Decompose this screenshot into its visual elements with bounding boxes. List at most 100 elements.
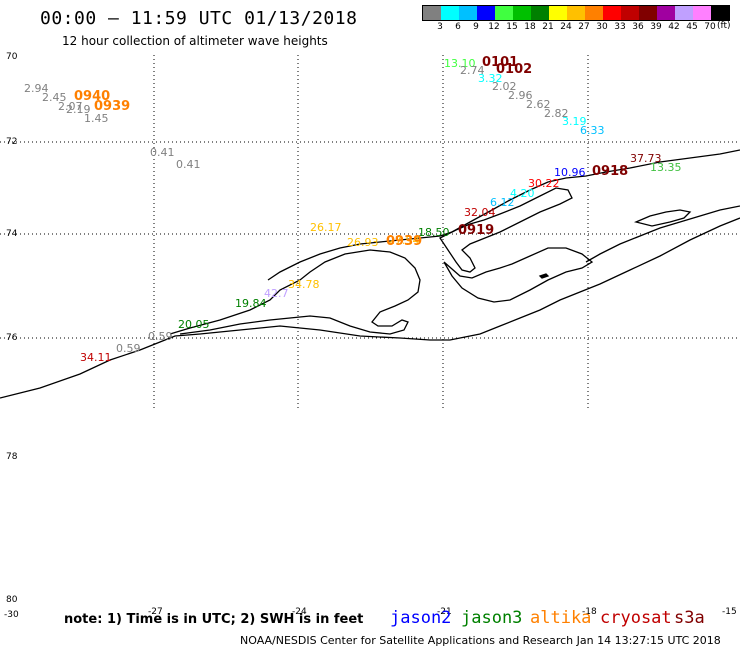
legend-swatch [639,6,657,20]
lat-label: 80 [6,595,18,605]
wave-height-value: 2.62 [526,98,551,111]
satellite-s3a: s3a [674,608,705,628]
wave-height-value: 3.32 [478,72,503,85]
legend-swatch [693,6,711,20]
pass-time-label: 0102 [496,62,533,77]
wave-height-value: 4.20 [510,187,535,200]
pass-time-label: 0101 [482,55,519,70]
pass-time-label: 0940 [74,89,111,104]
lon-label: -21 [437,607,452,617]
wave-height-value: 37.73 [630,152,662,165]
lon-label: -24 [292,607,307,617]
wave-height-value: 26.17 [310,221,342,234]
color-scale-legend [422,5,730,21]
legend-tick-label: 33 [614,22,626,32]
legend-tick-label: 70 [704,22,716,32]
legend-swatch [477,6,495,20]
wave-height-value: 2.19 [66,103,91,116]
wave-height-value: 6.12 [490,196,515,209]
lon-label: -18 [582,607,597,617]
footer-note: note: 1) Time is in UTC; 2) SWH is in fe… [64,612,364,627]
wave-height-value: 19.84 [235,297,267,310]
pass-time-label: 0919 [458,223,495,238]
wave-height-value: 18.50 [418,226,450,239]
credit-line: NOAA/NESDIS Center for Satellite Applica… [240,634,721,647]
wave-height-value: 26.93 [347,236,379,249]
wave-height-value: 13.10 [444,57,476,70]
wave-height-value: 42.7 [264,287,289,300]
wave-height-value: 0.59 [116,342,141,355]
pass-time-label: 0918 [592,164,629,179]
wave-height-value: 2.82 [544,107,569,120]
lat-label: 70 [6,52,18,62]
wave-height-value: 32.04 [464,206,496,219]
legend-swatch [531,6,549,20]
wave-height-value: 0.41 [176,158,201,171]
legend-swatch [423,6,441,20]
lon-label: -30 [4,610,19,620]
map-subtitle: 12 hour collection of altimeter wave hei… [62,34,328,48]
wave-height-value: 2.96 [508,89,533,102]
legend-swatch [549,6,567,20]
wave-height-value: 3.19 [562,115,587,128]
legend-tick-label: 27 [578,22,590,32]
lat-label: 74 [6,229,18,239]
coastline [0,149,740,399]
legend-swatch [567,6,585,20]
legend-swatch [441,6,459,20]
legend-tick-label: 30 [596,22,608,32]
lon-label: -15 [722,607,737,617]
lat-label: 76 [6,333,18,343]
wave-height-value: 0.59 [148,330,173,343]
lon-label: -27 [148,607,163,617]
wave-height-value: 30.22 [528,177,560,190]
wave-height-value: 10.96 [554,166,586,179]
legend-tick-label: 3 [437,22,443,32]
wave-height-value: 27.94 [388,234,420,247]
satellite-jason2: jason2 [390,608,452,628]
grid-lines [0,55,740,408]
wave-height-value: 6.33 [580,124,605,137]
wave-height-value: 34.78 [288,278,320,291]
wave-height-value: 2.74 [460,64,485,77]
legend-tick-label: 15 [506,22,518,32]
wave-height-value: 2.94 [24,82,49,95]
map-title: 00:00 – 11:59 UTC 01/13/2018 [40,8,358,29]
lat-label: 72 [6,137,18,147]
satellite-jason3: jason3 [461,608,523,628]
legend-tick-label: 36 [632,22,644,32]
wave-height-value: 1.45 [84,112,109,125]
legend-tick-label: 24 [560,22,572,32]
wave-height-value: 2.02 [492,80,517,93]
legend-swatch [603,6,621,20]
legend-tick-label: 18 [524,22,536,32]
satellite-cryosat: cryosat [600,608,672,628]
legend-swatch [657,6,675,20]
wave-height-value: 20.05 [178,318,210,331]
legend-swatch [711,6,729,20]
legend-tick-label: 12 [488,22,500,32]
wave-height-value: 2.45 [42,91,67,104]
legend-tick-label: 6 [455,22,461,32]
legend-swatch [675,6,693,20]
legend-swatch [513,6,531,20]
legend-tick-label: 45 [686,22,698,32]
pass-time-label: 0939 [386,234,423,249]
legend-swatch [495,6,513,20]
legend-swatch [459,6,477,20]
legend-swatch [585,6,603,20]
wave-height-value: 2.07 [58,100,83,113]
legend-unit: (ft) [717,21,731,31]
legend-tick-label: 9 [473,22,479,32]
legend-tick-label: 42 [668,22,680,32]
wave-height-value: 0.41 [150,146,175,159]
legend-tick-label: 39 [650,22,662,32]
lat-label: 78 [6,452,18,462]
legend-tick-label: 21 [542,22,554,32]
wave-height-value: 34.11 [80,351,112,364]
pass-time-label: 0939 [94,99,131,114]
legend-swatch [621,6,639,20]
wave-height-value: 13.35 [650,161,682,174]
satellite-altika: altika [530,608,592,628]
